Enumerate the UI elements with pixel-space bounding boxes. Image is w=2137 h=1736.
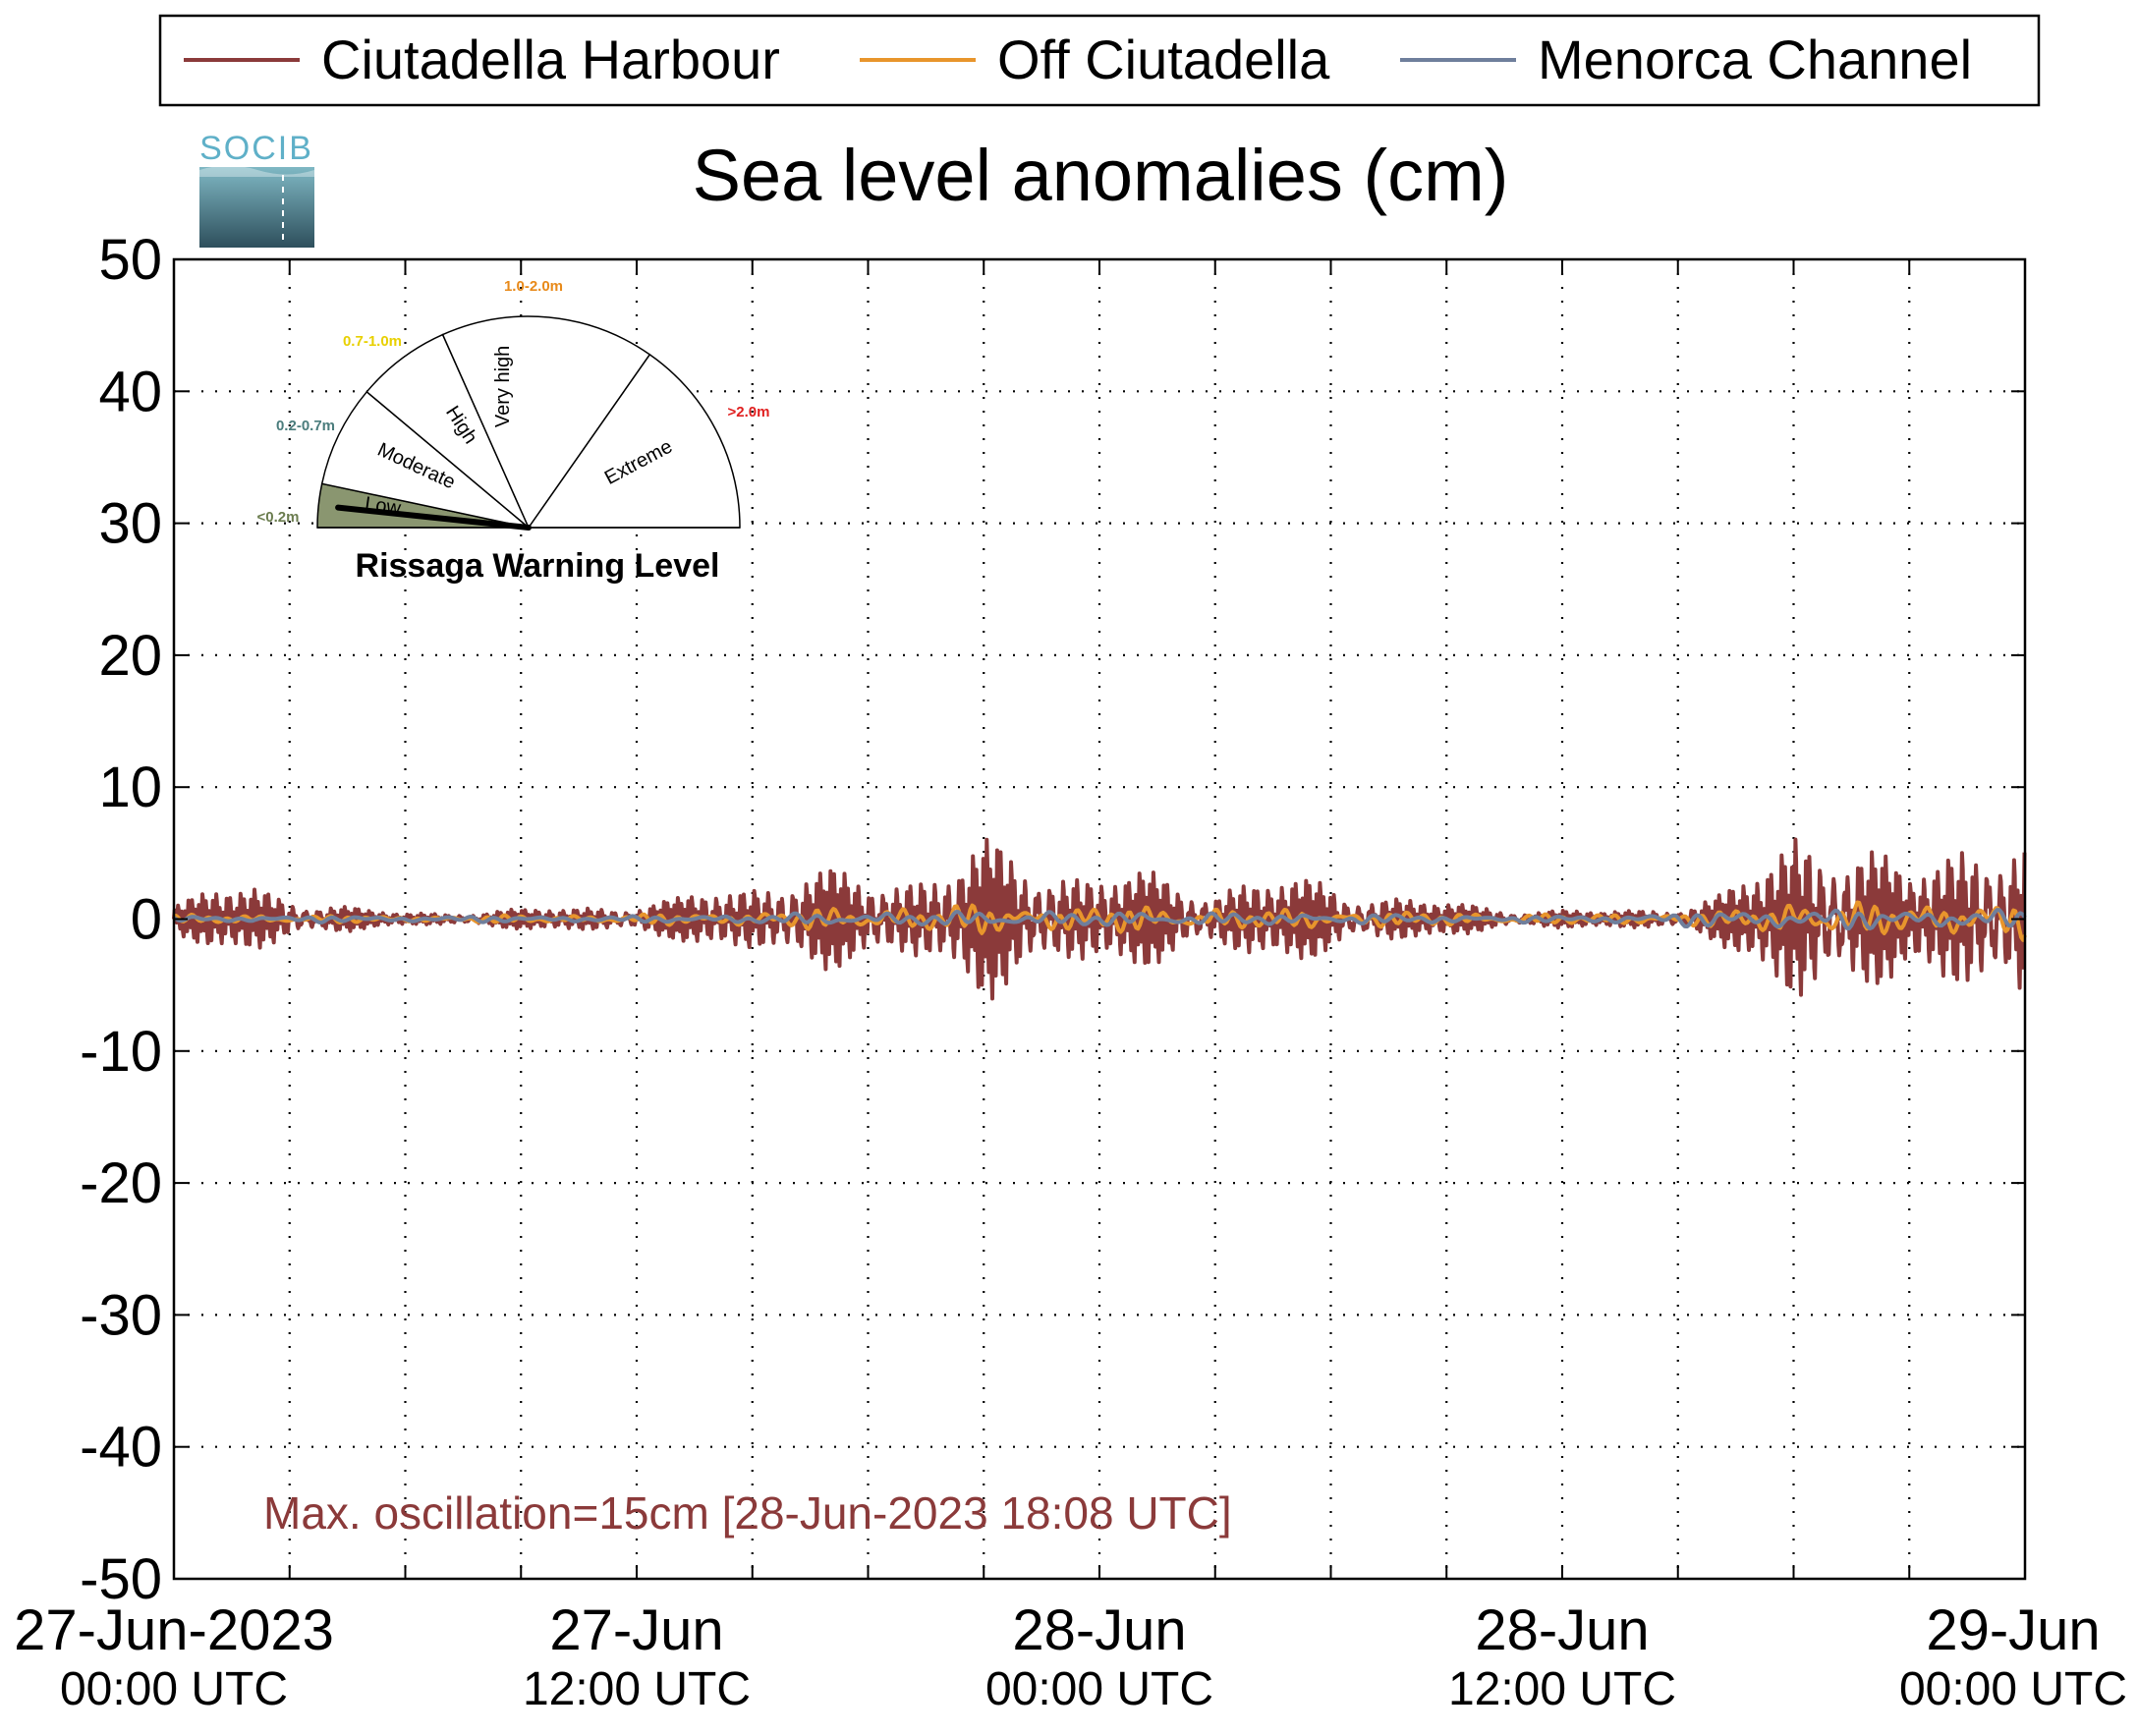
y-tick-label: 30 xyxy=(98,492,162,556)
gauge-sector-label: Very high xyxy=(492,346,514,427)
legend-label: Ciutadella Harbour xyxy=(321,28,780,90)
legend-item: Off Ciutadella xyxy=(860,28,1330,90)
gauge-needle xyxy=(335,504,532,531)
logo-text: SOCIB xyxy=(199,130,313,167)
y-tick-label: 50 xyxy=(98,228,162,292)
legend: Ciutadella Harbour Off Ciutadella Menorca … xyxy=(158,14,2041,107)
y-axis: 50 40 30 20 10 0 -10 -20 -30 -40 -50 xyxy=(80,228,2025,1611)
legend-label: Menorca Channel xyxy=(1538,28,1972,90)
gauge-sector xyxy=(441,315,651,530)
legend-box xyxy=(158,14,2041,107)
y-tick-label: -40 xyxy=(80,1416,162,1480)
y-tick-label: -20 xyxy=(80,1151,162,1215)
gauge-title: Rissaga Warning Level xyxy=(356,547,720,585)
gauge-range-label: 0.7-1.0m xyxy=(343,333,402,350)
logo-wave xyxy=(199,165,314,177)
y-tick-label: -10 xyxy=(80,1020,162,1084)
x-tick-label-time: 12:00 UTC xyxy=(1448,1663,1676,1715)
max-oscillation-annotation: Max. oscillation=15cm [28-Jun-2023 18:08… xyxy=(263,1487,1232,1539)
legend-item: Menorca Channel xyxy=(1400,28,1972,90)
y-tick-label: 0 xyxy=(131,888,162,952)
gauge-range-label: 1.0-2.0m xyxy=(504,278,563,295)
legend-item: Ciutadella Harbour xyxy=(184,28,780,90)
y-tick-label: -50 xyxy=(80,1547,162,1611)
x-tick-label-date: 28-Jun xyxy=(1475,1598,1649,1662)
gauge-range-label: >2.0m xyxy=(728,404,770,420)
x-tick-label-date: 29-Jun xyxy=(1926,1598,2100,1662)
gauge-sector xyxy=(527,353,741,529)
socib-logo: SOCIB xyxy=(199,130,314,248)
y-tick-label: 10 xyxy=(98,756,162,819)
x-tick-label-date: 28-Jun xyxy=(1012,1598,1186,1662)
gauge-range-label: 0.2-0.7m xyxy=(276,418,335,434)
y-tick-label: 40 xyxy=(98,360,162,423)
gauge-sector xyxy=(320,390,530,529)
y-tick-label: -30 xyxy=(80,1283,162,1347)
x-tick-label-time: 12:00 UTC xyxy=(523,1663,751,1715)
x-tick-label-time: 00:00 UTC xyxy=(60,1663,288,1715)
x-tick-label-time: 00:00 UTC xyxy=(985,1663,1213,1715)
legend-label: Off Ciutadella xyxy=(997,28,1330,90)
x-tick-label-date: 27-Jun-2023 xyxy=(14,1598,334,1662)
gauge-range-label: <0.2m xyxy=(257,509,300,526)
series-layer xyxy=(172,837,2027,1001)
x-tick-label-date: 27-Jun xyxy=(549,1598,723,1662)
series-line xyxy=(173,908,2027,931)
chart-title: Sea level anomalies (cm) xyxy=(693,135,1509,216)
logo-block xyxy=(199,167,314,248)
y-tick-label: 20 xyxy=(98,624,162,688)
x-tick-label-time: 00:00 UTC xyxy=(1899,1663,2127,1715)
